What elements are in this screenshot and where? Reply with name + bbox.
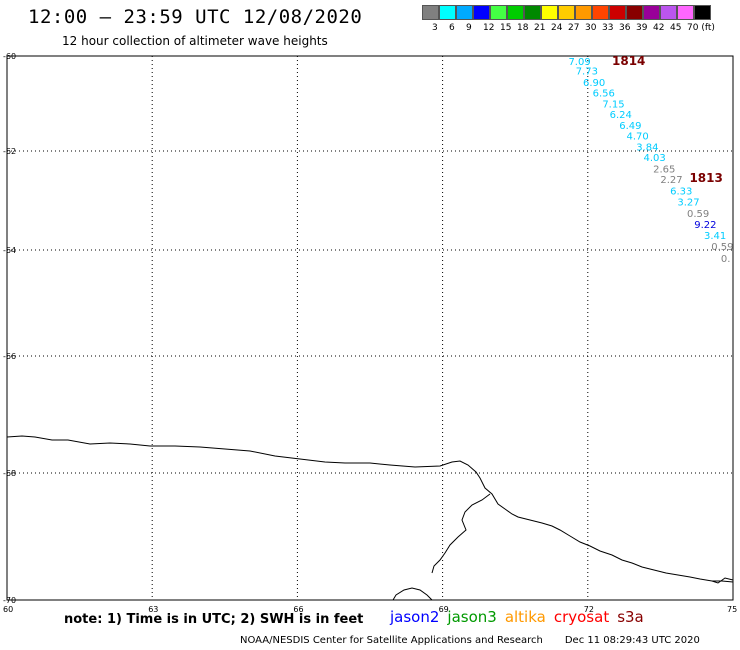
- wave-height-value: 6.56: [593, 89, 615, 100]
- scale-swatch: 33: [592, 5, 613, 33]
- longitude-label: 75: [727, 605, 737, 614]
- latitude-labels: -60 -62 -64 -66 -68 -70: [3, 52, 16, 605]
- wave-height-value: 4.70: [627, 131, 649, 142]
- orbit-pass-labels: 1814 1813: [612, 54, 723, 185]
- wave-height-value: 6.33: [670, 187, 692, 198]
- latitude-label: -60: [3, 52, 16, 61]
- map-subtitle: 12 hour collection of altimeter wave hei…: [62, 34, 328, 48]
- wave-height-value: 7.73: [576, 66, 598, 77]
- scale-tick-label: 30: [585, 23, 597, 33]
- scale-swatch: 6: [439, 5, 456, 33]
- wave-height-value: 4.03: [643, 153, 665, 164]
- scale-tick-label: 6: [449, 23, 455, 33]
- scale-swatch: 36: [609, 5, 630, 33]
- scale-tick-label: 36: [619, 23, 631, 33]
- longitude-label: 63: [148, 605, 158, 614]
- coastline-segment: [431, 493, 491, 574]
- wave-height-value: 3.41: [704, 231, 726, 242]
- wave-height-value: 3.27: [677, 197, 699, 208]
- satellite-legend-s3a: s3a: [617, 608, 644, 626]
- altimeter-observations: 7.097.736.906.567.156.246.494.703.844.03…: [568, 57, 733, 265]
- scale-tick-label: 42: [653, 23, 665, 33]
- wave-height-value: 0.59: [687, 209, 709, 220]
- scale-tick-label: 21: [534, 23, 546, 33]
- scale-tick-label: 9: [466, 23, 472, 33]
- scale-swatch: 42: [643, 5, 664, 33]
- scale-swatch: 18: [507, 5, 528, 33]
- wave-height-value: 6.49: [619, 121, 641, 132]
- scale-swatch: [694, 5, 711, 20]
- scale-tick-label: 27: [568, 23, 580, 33]
- scale-tick-label: 15: [500, 23, 512, 33]
- footer: NOAA/NESDIS Center for Satellite Applica…: [240, 635, 700, 646]
- latitude-label: -70: [3, 596, 16, 605]
- wave-height-value: 7.15: [602, 100, 624, 111]
- scale-swatch: 70 (ft): [677, 5, 715, 33]
- antarctic-coastline: [6, 435, 734, 601]
- wave-height-value: 3.84: [636, 142, 658, 153]
- orbit-pass-number: 1814: [612, 54, 645, 68]
- wave-height-value: 6.90: [583, 78, 605, 89]
- wave-height-value: 0.59: [711, 242, 733, 253]
- latitude-label: -66: [3, 352, 16, 361]
- scale-tick-label: 70 (ft): [687, 23, 715, 33]
- wave-height-value: 6.24: [610, 110, 632, 121]
- scale-swatch: 30: [575, 5, 596, 33]
- wave-height-value: 7.09: [568, 57, 590, 68]
- units-note: note: 1) Time is in UTC; 2) SWH is in fe…: [64, 612, 364, 627]
- scale-swatch: 27: [558, 5, 579, 33]
- latitude-label: -62: [3, 147, 16, 156]
- latitude-label: -64: [3, 246, 16, 255]
- longitude-labels: 60 63 66 69 72 75: [3, 605, 737, 614]
- satellite-legend-jason2: jason2: [390, 608, 440, 626]
- generated-timestamp: Dec 11 08:29:43 UTC 2020: [564, 635, 700, 646]
- wave-height-color-scale: 3 6 9 12 15 18 21 24 27 30 33 36 39 42 45 70 (ft): [422, 5, 715, 33]
- map-frame: [6, 55, 734, 601]
- map-title: 12:00 – 23:59 UTC 12/08/2020: [28, 6, 363, 28]
- orbit-pass-number: 1813: [689, 171, 722, 185]
- longitude-label: 66: [293, 605, 303, 614]
- satellite-legend-jason3: jason3: [447, 608, 497, 626]
- longitude-label: 60: [3, 605, 13, 614]
- scale-swatch: 39: [626, 5, 647, 33]
- wave-height-value: 0.: [721, 254, 731, 265]
- satellite-legend-altika: altika: [504, 608, 546, 626]
- wave-height-value: 9.22: [694, 220, 716, 231]
- scale-tick-label: 24: [551, 23, 563, 33]
- scale-swatch: 12: [473, 5, 494, 33]
- wave-height-value: 2.27: [660, 175, 682, 186]
- graticule: [7, 56, 733, 600]
- scale-swatch: 3: [422, 5, 439, 33]
- wave-height-value: 2.65: [653, 164, 675, 175]
- coastline-segment: [6, 435, 734, 583]
- scale-tick-label: 45: [670, 23, 682, 33]
- scale-swatch: 9: [456, 5, 473, 33]
- scale-swatch: 15: [490, 5, 511, 33]
- scale-swatch: 24: [541, 5, 562, 33]
- satellite-legend: jason2 jason3 altika cryosat s3a: [390, 608, 652, 626]
- satellite-legend-cryosat: cryosat: [553, 608, 610, 626]
- scale-tick-label: 18: [517, 23, 529, 33]
- coastline-segment: [392, 587, 433, 601]
- scale-tick-label: 33: [602, 23, 614, 33]
- scale-tick-label: 3: [432, 23, 438, 33]
- longitude-label: 69: [439, 605, 449, 614]
- coastline-segment: [711, 577, 734, 584]
- longitude-label: 72: [584, 605, 594, 614]
- scale-swatch: 45: [660, 5, 681, 33]
- scale-swatch: 21: [524, 5, 545, 33]
- scale-tick-label: 12: [483, 23, 495, 33]
- credit-text: NOAA/NESDIS Center for Satellite Applica…: [240, 635, 543, 646]
- latitude-label: -68: [3, 469, 16, 478]
- scale-tick-label: 39: [636, 23, 648, 33]
